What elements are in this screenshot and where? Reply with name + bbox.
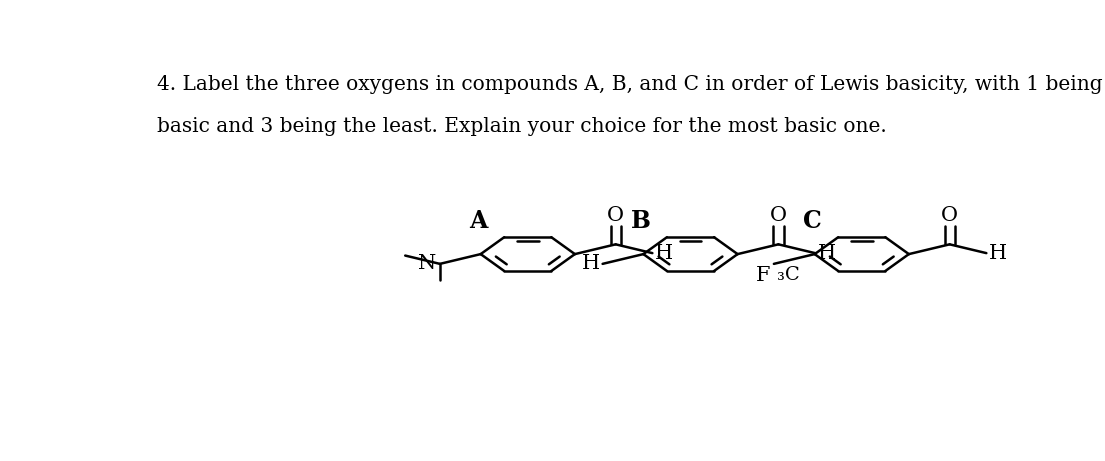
Text: F: F <box>756 266 770 284</box>
Text: O: O <box>941 206 958 225</box>
Text: B: B <box>631 209 651 233</box>
Text: A: A <box>470 209 487 233</box>
Text: N: N <box>418 254 436 273</box>
Text: H: H <box>989 243 1007 263</box>
Text: basic and 3 being the least. Explain your choice for the most basic one.: basic and 3 being the least. Explain you… <box>157 118 886 136</box>
Text: H: H <box>818 243 835 263</box>
Text: H: H <box>655 243 673 263</box>
Text: H: H <box>582 254 600 273</box>
Text: C: C <box>803 209 822 233</box>
Text: O: O <box>770 206 787 225</box>
Text: 4. Label the three oxygens in compounds A, B, and C in order of Lewis basicity, : 4. Label the three oxygens in compounds … <box>157 75 1105 94</box>
Text: O: O <box>607 206 624 225</box>
Text: ₃C: ₃C <box>777 266 800 284</box>
